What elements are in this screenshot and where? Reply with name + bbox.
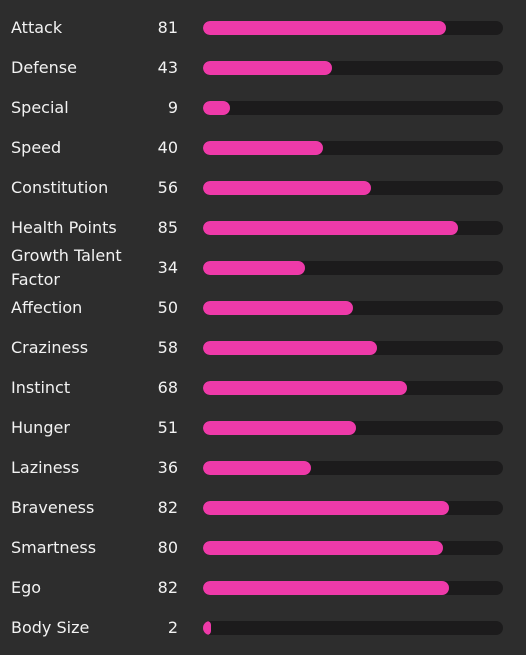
stat-label: Constitution — [11, 178, 109, 197]
stat-bar-track — [203, 541, 503, 555]
stat-bar-fill — [203, 541, 443, 555]
stat-bar-track — [203, 61, 503, 75]
stat-label: Speed — [11, 138, 62, 157]
stat-bar-track — [203, 581, 503, 595]
stat-bar-track — [203, 101, 503, 115]
stat-label: Health Points — [11, 218, 117, 237]
stat-label: Defense — [11, 58, 77, 77]
stat-bar-fill — [203, 141, 323, 155]
stat-bar-track — [203, 381, 503, 395]
stat-bar-fill — [203, 301, 353, 315]
stat-value: 50 — [157, 298, 178, 317]
stat-bar-track — [203, 141, 503, 155]
stat-value: 34 — [157, 258, 178, 277]
stat-bar-fill — [203, 501, 449, 515]
stat-row: Special 9 — [0, 88, 526, 128]
stat-bar-track — [203, 501, 503, 515]
stat-bar-fill — [203, 101, 230, 115]
stat-label: Growth Talent Factor — [11, 246, 122, 289]
stat-bar-fill — [203, 381, 407, 395]
stat-bar-fill — [203, 461, 311, 475]
stat-row: Constitution 56 — [0, 168, 526, 208]
stat-row: Defense 43 — [0, 48, 526, 88]
stat-value: 9 — [167, 98, 178, 117]
stat-row: Affection 50 — [0, 288, 526, 328]
stat-bar-fill — [203, 61, 332, 75]
stat-value: 82 — [157, 498, 178, 517]
stat-value: 80 — [157, 538, 178, 557]
stat-row: Growth Talent Factor 34 — [0, 246, 526, 289]
stat-bar-fill — [203, 261, 305, 275]
stat-bar-track — [203, 341, 503, 355]
stat-row: Health Points 85 — [0, 208, 526, 248]
stat-bar-fill — [203, 621, 211, 635]
stat-row: Smartness 80 — [0, 528, 526, 568]
stat-row: Instinct 68 — [0, 368, 526, 408]
stat-value: 81 — [157, 18, 178, 37]
stat-value: 2 — [167, 618, 178, 637]
stat-value: 43 — [157, 58, 178, 77]
stat-row: Speed 40 — [0, 128, 526, 168]
stat-row: Craziness 58 — [0, 328, 526, 368]
stat-bar-track — [203, 301, 503, 315]
stat-label: Smartness — [11, 538, 97, 557]
stat-value: 51 — [157, 418, 178, 437]
stat-bar-track — [203, 261, 503, 275]
stat-value: 58 — [157, 338, 178, 357]
stat-bar-fill — [203, 341, 377, 355]
stat-label: Ego — [11, 578, 42, 597]
stat-value: 85 — [157, 218, 178, 237]
stat-value: 68 — [157, 378, 178, 397]
stat-value: 36 — [157, 458, 178, 477]
stat-label: Laziness — [11, 458, 80, 477]
stat-label: Body Size — [11, 618, 90, 637]
stat-label: Instinct — [11, 378, 71, 397]
stat-label: Hunger — [11, 418, 70, 437]
stat-bar-fill — [203, 21, 446, 35]
stat-label: Attack — [11, 18, 63, 37]
stat-value: 40 — [157, 138, 178, 157]
stat-bar-fill — [203, 221, 458, 235]
stat-row: Attack 81 — [0, 8, 526, 48]
stat-bar-track — [203, 421, 503, 435]
stat-bar-track — [203, 621, 503, 635]
stat-label: Braveness — [11, 498, 95, 517]
stat-label: Special — [11, 98, 69, 117]
stat-row: Ego 82 — [0, 568, 526, 608]
stat-value: 56 — [157, 178, 178, 197]
stat-bar-track — [203, 461, 503, 475]
stat-bar-fill — [203, 421, 356, 435]
stat-label: Craziness — [11, 338, 89, 357]
stat-bar-track — [203, 221, 503, 235]
stat-bar-fill — [203, 181, 371, 195]
stat-bar-fill — [203, 581, 449, 595]
stat-row: Laziness 36 — [0, 448, 526, 488]
stat-label: Affection — [11, 298, 83, 317]
stat-row: Body Size 2 — [0, 608, 526, 648]
stat-value: 82 — [157, 578, 178, 597]
stat-row: Braveness 82 — [0, 488, 526, 528]
stat-bar-track — [203, 181, 503, 195]
stat-bar-track — [203, 21, 503, 35]
stat-row: Hunger 51 — [0, 408, 526, 448]
